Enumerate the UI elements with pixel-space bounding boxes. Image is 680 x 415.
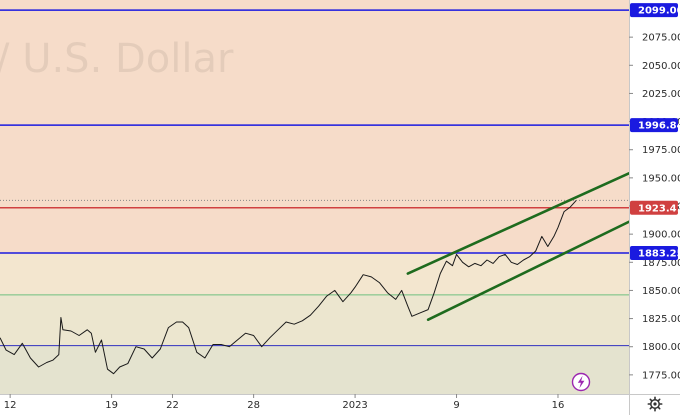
zone-3 <box>0 345 629 394</box>
price-badge: 1883.25 <box>630 246 680 261</box>
time-axis-ticks: 12 19 22 28 2023 9 16 <box>4 394 565 411</box>
zone-2 <box>0 294 629 346</box>
x-tick-label: 12 <box>4 400 17 411</box>
y-tick-label: 2025.00 <box>642 89 680 100</box>
x-tick-label: 28 <box>247 400 260 411</box>
horizontal-levels <box>0 9 629 347</box>
y-tick-label: 1800.00 <box>642 342 680 353</box>
price-badge: 1923.41 <box>630 200 680 215</box>
y-tick-label: 1975.00 <box>642 145 680 156</box>
svg-text:1883.25: 1883.25 <box>638 249 680 260</box>
y-tick-label: 1825.00 <box>642 314 680 325</box>
price-badge: 1996.84 <box>630 118 680 133</box>
price-badge: 2099.00 <box>630 3 680 18</box>
y-tick-label: 1900.00 <box>642 230 680 241</box>
y-tick-label: 2050.00 <box>642 61 680 72</box>
channel-lower-line[interactable] <box>426 220 631 322</box>
y-tick-label: 1950.00 <box>642 173 680 184</box>
y-tick-label: 1775.00 <box>642 370 680 381</box>
zone-1 <box>0 253 629 295</box>
price-line-0 <box>0 200 577 375</box>
trend-channel <box>406 172 631 322</box>
x-tick-label: 9 <box>453 400 459 411</box>
price-badges: 2099.00 1996.84 1923.41 1883.25 <box>630 3 680 261</box>
price-series <box>0 200 577 375</box>
svg-text:2099.00: 2099.00 <box>638 6 680 17</box>
channel-upper-line[interactable] <box>406 172 631 275</box>
chart-watermark: / U.S. Dollar <box>0 36 234 82</box>
x-tick-label: 16 <box>552 400 565 411</box>
x-tick-label: 22 <box>166 400 179 411</box>
settings-gear-icon[interactable] <box>647 396 663 412</box>
svg-text:1996.84: 1996.84 <box>638 121 680 132</box>
y-tick-label: 1875.00 <box>642 258 680 269</box>
y-tick-label: 1850.00 <box>642 286 680 297</box>
lightning-icon[interactable] <box>571 372 591 392</box>
x-tick-label: 2023 <box>342 400 367 411</box>
y-tick-label: 2075.00 <box>642 33 680 44</box>
svg-text:1923.41: 1923.41 <box>638 203 680 214</box>
time-axis-background <box>0 394 680 415</box>
x-tick-label: 19 <box>105 400 118 411</box>
zone-0 <box>0 0 629 254</box>
